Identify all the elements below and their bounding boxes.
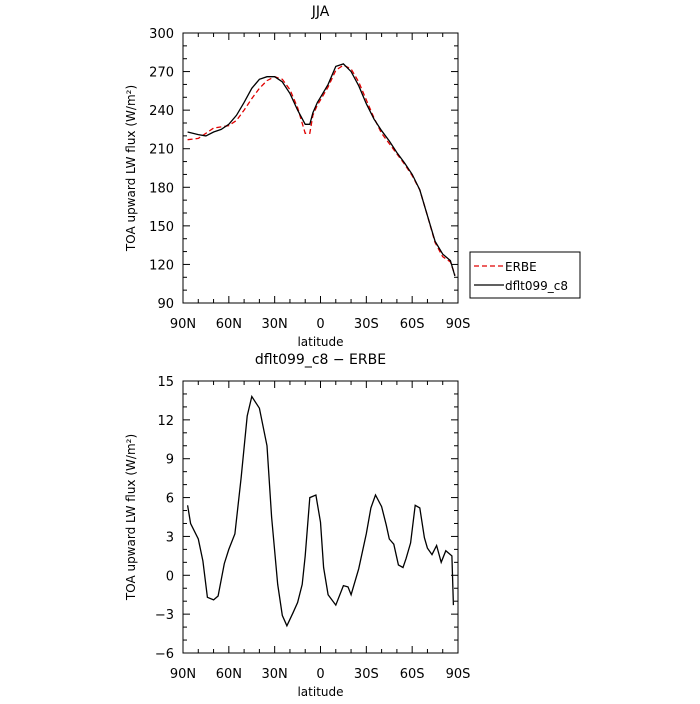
plot-frame-top (182, 32, 459, 304)
y-axis-label-top: TOA upward LW flux (W/m²) (124, 85, 138, 252)
series-group-top (187, 63, 456, 277)
x-tick-label-0: 0 (316, 317, 324, 332)
y-tick-label-0: 0 (166, 569, 174, 584)
x-axis-label-top: latitude (297, 335, 343, 349)
y-tick-label-15: 15 (157, 375, 174, 390)
x-axis-label-bottom: latitude (297, 685, 343, 699)
x-tick-label-60n: 60N (216, 667, 242, 682)
legend-box (469, 251, 581, 299)
y-tick-label-150: 150 (149, 220, 174, 235)
axis-ticks-bottom: 90N 60N 30N 0 30S 60S 90S −6 −3 0 3 6 9 12 15 (155, 375, 471, 682)
x-tick-label-30n: 30N (262, 667, 288, 682)
x-tick-label-90n: 90N (170, 667, 196, 682)
y-tick-label-210: 210 (149, 143, 174, 158)
chart-title-bottom: dflt099_c8 − ERBE (255, 352, 386, 368)
panel-bottom-difference: dflt099_c8 − ERBE latitude TOA upward LW… (124, 352, 470, 699)
series-group-bottom (186, 394, 455, 628)
x-tick-label-30s: 30S (354, 667, 379, 682)
y-tick-label-6: 6 (166, 492, 174, 507)
series-line-erbe (187, 64, 456, 275)
series-line-difference (186, 394, 455, 628)
y-tick-label-120: 120 (149, 258, 174, 273)
y-tick-label-180: 180 (149, 181, 174, 196)
y-tick-label-12: 12 (157, 414, 174, 429)
x-tick-label-60s: 60S (400, 317, 425, 332)
y-tick-label-3: −3 (155, 608, 174, 623)
y-tick-label-300: 300 (149, 27, 174, 42)
plot-frame-bottom (182, 380, 459, 654)
legend-label-erbe: ERBE (505, 260, 537, 274)
chart-title-top: JJA (311, 4, 330, 20)
legend-label-dflt099-c8: dflt099_c8 (505, 279, 568, 293)
y-tick-label-6: −6 (155, 647, 174, 662)
y-tick-label-90: 90 (157, 297, 174, 312)
series-line-dflt099-c8 (187, 63, 456, 277)
x-tick-label-90s: 90S (446, 667, 471, 682)
y-tick-label-240: 240 (149, 104, 174, 119)
x-tick-label-90s: 90S (446, 317, 471, 332)
y-axis-label-bottom: TOA upward LW flux (W/m²) (124, 434, 138, 601)
panel-top-jja: JJA latitude TOA upward LW flux (W/m²) 9… (124, 4, 470, 349)
y-tick-label-270: 270 (149, 66, 174, 81)
x-tick-label-60s: 60S (400, 667, 425, 682)
x-tick-label-90n: 90N (170, 317, 196, 332)
x-tick-label-30n: 30N (262, 317, 288, 332)
x-tick-label-0: 0 (316, 667, 324, 682)
x-tick-label-60n: 60N (216, 317, 242, 332)
axis-ticks-top: 90N 60N 30N 0 30S 60S 90S 90 120 150 180 210 240 270 3… (149, 27, 470, 332)
y-tick-label-9: 9 (166, 453, 174, 468)
y-tick-label-3: 3 (166, 530, 174, 545)
x-tick-label-30s: 30S (354, 317, 379, 332)
legend: ERBE dflt099_c8 (469, 251, 581, 299)
